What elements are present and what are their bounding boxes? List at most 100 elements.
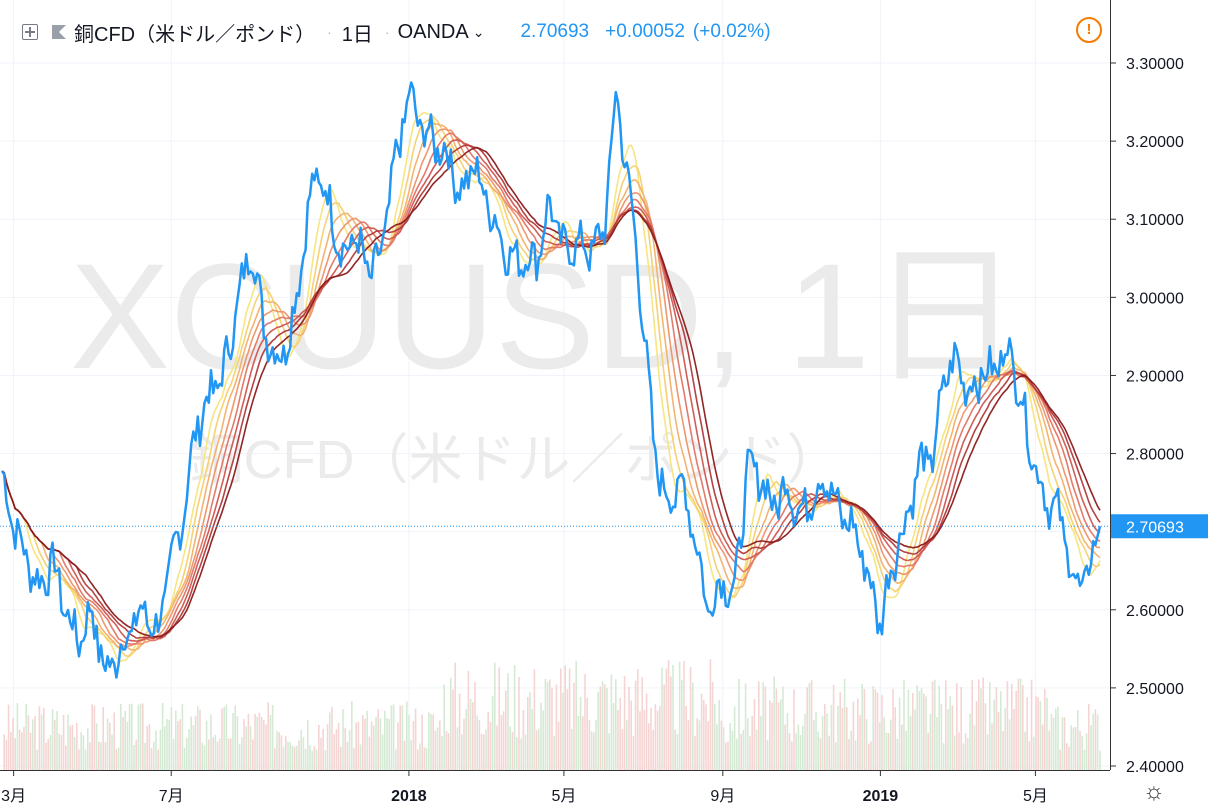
volume-bar bbox=[516, 737, 518, 770]
volume-bar bbox=[916, 685, 918, 770]
volume-bar bbox=[139, 703, 142, 770]
warning-icon[interactable]: ! bbox=[1076, 17, 1102, 43]
volume-bar bbox=[700, 693, 703, 770]
volume-bar bbox=[282, 746, 285, 770]
volume-bar bbox=[485, 729, 487, 770]
volume-bar bbox=[1094, 709, 1097, 770]
volume-bar bbox=[850, 730, 852, 770]
volume-bar bbox=[425, 748, 428, 770]
volume-bar bbox=[1063, 717, 1066, 770]
volume-bar bbox=[144, 742, 146, 770]
chevron-down-icon[interactable]: ⌄ bbox=[472, 23, 485, 40]
volume-bar bbox=[124, 711, 126, 770]
volume-bar bbox=[725, 742, 727, 770]
volume-bar bbox=[1006, 681, 1009, 770]
price-tick-label: 2.80000 bbox=[1126, 447, 1184, 464]
volume-bar bbox=[808, 683, 811, 770]
volume-bar bbox=[109, 722, 111, 770]
volume-bar bbox=[720, 720, 723, 770]
volume-bar bbox=[562, 692, 564, 770]
volume-bar bbox=[355, 722, 357, 770]
volume-bar bbox=[894, 707, 896, 770]
volume-bar bbox=[654, 704, 657, 770]
volume-bar bbox=[304, 748, 307, 770]
volume-bar bbox=[892, 688, 894, 770]
volume-bar bbox=[951, 705, 954, 770]
volume-bar bbox=[960, 686, 962, 770]
last-price: 2.70693 bbox=[520, 21, 590, 42]
volume-bar bbox=[797, 724, 800, 770]
ma-ribbon-line bbox=[1, 132, 1101, 645]
interval-label[interactable]: 1日 bbox=[341, 23, 373, 46]
volume-bar bbox=[390, 705, 393, 770]
volume-bar bbox=[32, 719, 34, 770]
volume-bar bbox=[579, 696, 582, 770]
volume-bar bbox=[436, 727, 439, 770]
volume-bar bbox=[799, 735, 802, 770]
volume-bar bbox=[157, 749, 159, 770]
volume-bar bbox=[557, 721, 560, 770]
volume-bar bbox=[859, 715, 861, 770]
volume-bar bbox=[498, 667, 500, 770]
volume-bar bbox=[846, 707, 848, 770]
volume-bar bbox=[95, 723, 98, 770]
time-tick-label: 3月 bbox=[1, 788, 26, 805]
volume-bar bbox=[1050, 714, 1053, 770]
volume-bar bbox=[291, 745, 294, 770]
volume-bar bbox=[476, 715, 478, 770]
price-tick-label: 2.50000 bbox=[1126, 681, 1184, 698]
volume-bar bbox=[1079, 731, 1081, 770]
volume-bar bbox=[738, 678, 740, 770]
volume-bar bbox=[423, 747, 426, 770]
volume-bar bbox=[1019, 678, 1022, 770]
volume-bar bbox=[227, 738, 230, 770]
volume-bar bbox=[747, 718, 749, 770]
volume-bar bbox=[106, 718, 109, 770]
price-axis[interactable]: 3.30000 3.20000 3.10000 3.00000 2.90000 2.800… bbox=[1111, 56, 1184, 776]
volume-bar bbox=[685, 705, 687, 770]
volume-bar bbox=[865, 719, 868, 770]
volume-bar bbox=[771, 702, 773, 770]
volume-bar bbox=[276, 730, 278, 770]
volume-bar bbox=[718, 699, 720, 770]
price-tick-label: 3.00000 bbox=[1126, 290, 1184, 307]
volume-bar bbox=[219, 738, 221, 770]
volume-bar bbox=[483, 734, 485, 770]
volume-bar bbox=[546, 682, 549, 770]
volume-bar bbox=[245, 726, 247, 770]
volume-bar bbox=[155, 730, 157, 770]
volume-bar bbox=[337, 722, 340, 770]
volume-bar bbox=[683, 660, 685, 770]
volume-bar bbox=[839, 692, 841, 770]
volume-bar bbox=[166, 719, 168, 770]
volume-bar bbox=[971, 679, 973, 770]
volume-bar bbox=[980, 688, 982, 770]
symbol-name[interactable]: 銅CFD（米ドル／ポンド） bbox=[74, 23, 316, 46]
volume-bar bbox=[1096, 714, 1099, 770]
volume-bar bbox=[751, 716, 753, 770]
volume-bar bbox=[676, 733, 679, 770]
volume-bar bbox=[21, 732, 23, 770]
volume-bar bbox=[18, 729, 21, 770]
volume-bar bbox=[612, 702, 615, 770]
volume-bar bbox=[344, 727, 346, 770]
volume-bar bbox=[544, 678, 547, 770]
volume-bar bbox=[458, 693, 461, 770]
volume-bar bbox=[432, 714, 434, 770]
volume-bar bbox=[287, 741, 289, 770]
volume-bar bbox=[632, 735, 635, 770]
volume-bar bbox=[192, 725, 195, 770]
volume-bar bbox=[234, 705, 236, 770]
settings-icon[interactable]: ☼ bbox=[1143, 778, 1165, 805]
volume-bar bbox=[148, 723, 151, 770]
volume-bar bbox=[876, 692, 879, 770]
time-axis[interactable]: 3月 7月 2018 5月 9月 2019 5月 bbox=[1, 771, 1048, 805]
volume-bar bbox=[104, 742, 107, 770]
volume-bar bbox=[650, 707, 652, 770]
volume-bar bbox=[505, 690, 507, 770]
expand-icon[interactable] bbox=[22, 24, 38, 40]
volume-bar bbox=[1013, 708, 1015, 770]
volume-bar bbox=[524, 734, 527, 770]
broker-label[interactable]: OANDA bbox=[397, 20, 469, 43]
